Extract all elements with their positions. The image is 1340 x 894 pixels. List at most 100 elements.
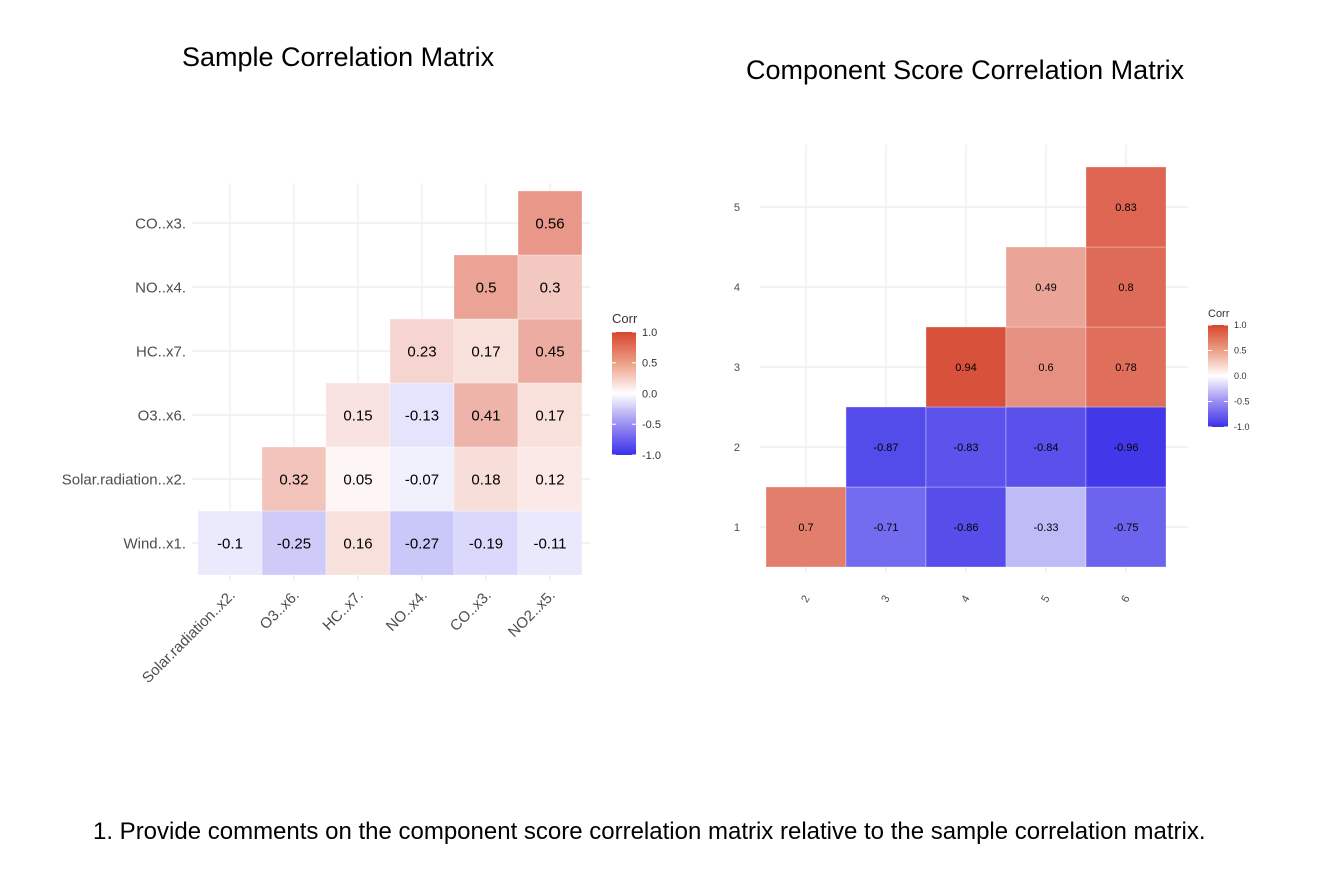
x-tick-label: Solar.radiation..x2. [139,587,239,687]
legend-tick-label: -0.5 [642,419,661,431]
cell-value-label: 0.16 [343,535,372,552]
y-tick-label: 5 [734,202,740,214]
legend-tick-label: 0.0 [642,388,657,400]
heatmap-cell [517,382,583,448]
y-tick-label: O3..x6. [138,407,186,424]
heatmap-cell [389,318,455,384]
cell-value-label: -0.13 [405,407,439,424]
heatmap-cell [325,446,391,512]
x-tick-label: 6 [1119,594,1132,605]
legend-tick-label: -1.0 [642,450,661,462]
heatmap-cell [517,446,583,512]
cell-value-label: -0.11 [533,535,566,552]
heatmap-cell [325,382,391,448]
heatmap-cell [261,510,327,576]
heatmap-cell [1085,166,1167,248]
x-tick-label: 2 [799,594,812,605]
cell-value-label: 0.94 [955,362,976,374]
heatmap-cell [325,510,391,576]
y-tick-label: HC..x7. [136,343,186,360]
y-tick-label: Solar.radiation..x2. [62,471,186,488]
cell-value-label: -0.33 [1033,522,1058,534]
heatmap-cell [1085,326,1167,408]
y-tick-label: 3 [734,362,740,374]
sample-correlation-title: Sample Correlation Matrix [182,42,495,72]
heatmap-cell [1005,246,1087,328]
cell-value-label: -0.1 [217,535,243,552]
cell-value-label: 0.32 [279,471,308,488]
heatmap-cell [765,486,847,568]
heatmap-cell [1005,486,1087,568]
legend-tick-label: -0.5 [1234,397,1250,407]
heatmap-cell [1005,326,1087,408]
cell-value-label: 0.3 [540,279,561,296]
heatmap-cell [453,382,519,448]
heatmap-cell [261,446,327,512]
cell-value-label: -0.87 [873,442,898,454]
y-tick-label: 2 [734,442,740,454]
cell-value-label: 0.6 [1038,362,1053,374]
legend-tick-label: 1.0 [642,327,657,339]
cell-value-label: 0.23 [407,343,436,360]
heatmap-cell [517,254,583,320]
x-tick-label: 5 [1039,594,1052,605]
x-tick-label: 3 [879,594,892,605]
question-text: 1. Provide comments on the component sco… [93,818,1206,845]
cell-value-label: 0.17 [535,407,564,424]
cell-value-label: 0.18 [471,471,500,488]
cell-value-label: 0.8 [1118,282,1133,294]
legend-tick-label: 0.0 [1234,371,1247,381]
legend-tick-label: 1.0 [1234,320,1247,330]
legend-colorbar [1208,325,1228,427]
x-tick-label: O3..x6. [257,587,303,633]
y-tick-label: 4 [734,282,740,294]
cell-value-label: 0.78 [1115,362,1136,374]
cell-value-label: 0.56 [535,215,564,232]
cell-value-label: -0.96 [1113,442,1138,454]
heatmap-cell [517,190,583,256]
cell-value-label: 0.05 [343,471,372,488]
x-tick-label: 4 [959,594,972,605]
cell-value-label: 0.45 [535,343,564,360]
heatmap-cell [1085,486,1167,568]
component-score-correlation-title: Component Score Correlation Matrix [746,55,1185,85]
legend-title: Corr [612,311,638,326]
y-tick-label: CO..x3. [135,215,186,232]
cell-value-label: -0.71 [873,522,898,534]
y-tick-label: Wind..x1. [123,535,186,552]
heatmap-cell [517,318,583,384]
heatmap-cell [453,446,519,512]
x-tick-label: HC..x7. [319,587,366,634]
heatmap-cell [1005,406,1087,488]
heatmap-cell [1085,246,1167,328]
cell-value-label: -0.86 [953,522,978,534]
legend-tick-label: 0.5 [642,358,657,370]
y-tick-label: 1 [734,522,740,534]
cell-value-label: 0.17 [471,343,500,360]
cell-value-label: -0.07 [405,471,439,488]
cell-value-label: -0.83 [953,442,978,454]
heatmap-cell [453,510,519,576]
heatmap-cell [1085,406,1167,488]
x-tick-label: NO..x4. [383,587,431,635]
cell-value-label: 0.7 [798,522,813,534]
x-tick-label: NO2..x5. [505,587,559,641]
y-tick-label: NO..x4. [135,279,186,296]
cell-value-label: -0.19 [469,535,503,552]
cell-value-label: -0.27 [405,535,439,552]
heatmap-cell [517,510,583,576]
heatmap-cell [389,446,455,512]
cell-value-label: 0.12 [535,471,564,488]
heatmap-cell [845,406,927,488]
cell-value-label: -0.25 [277,535,311,552]
cell-value-label: 0.5 [476,279,497,296]
cell-value-label: 0.15 [343,407,372,424]
cell-value-label: 0.83 [1115,202,1136,214]
legend-tick-label: -1.0 [1234,422,1250,432]
cell-value-label: 0.49 [1035,282,1056,294]
heatmap-cell [197,510,263,576]
x-tick-label: CO..x3. [447,587,495,635]
legend-title: Corr [1208,308,1230,320]
heatmap-cell [845,486,927,568]
